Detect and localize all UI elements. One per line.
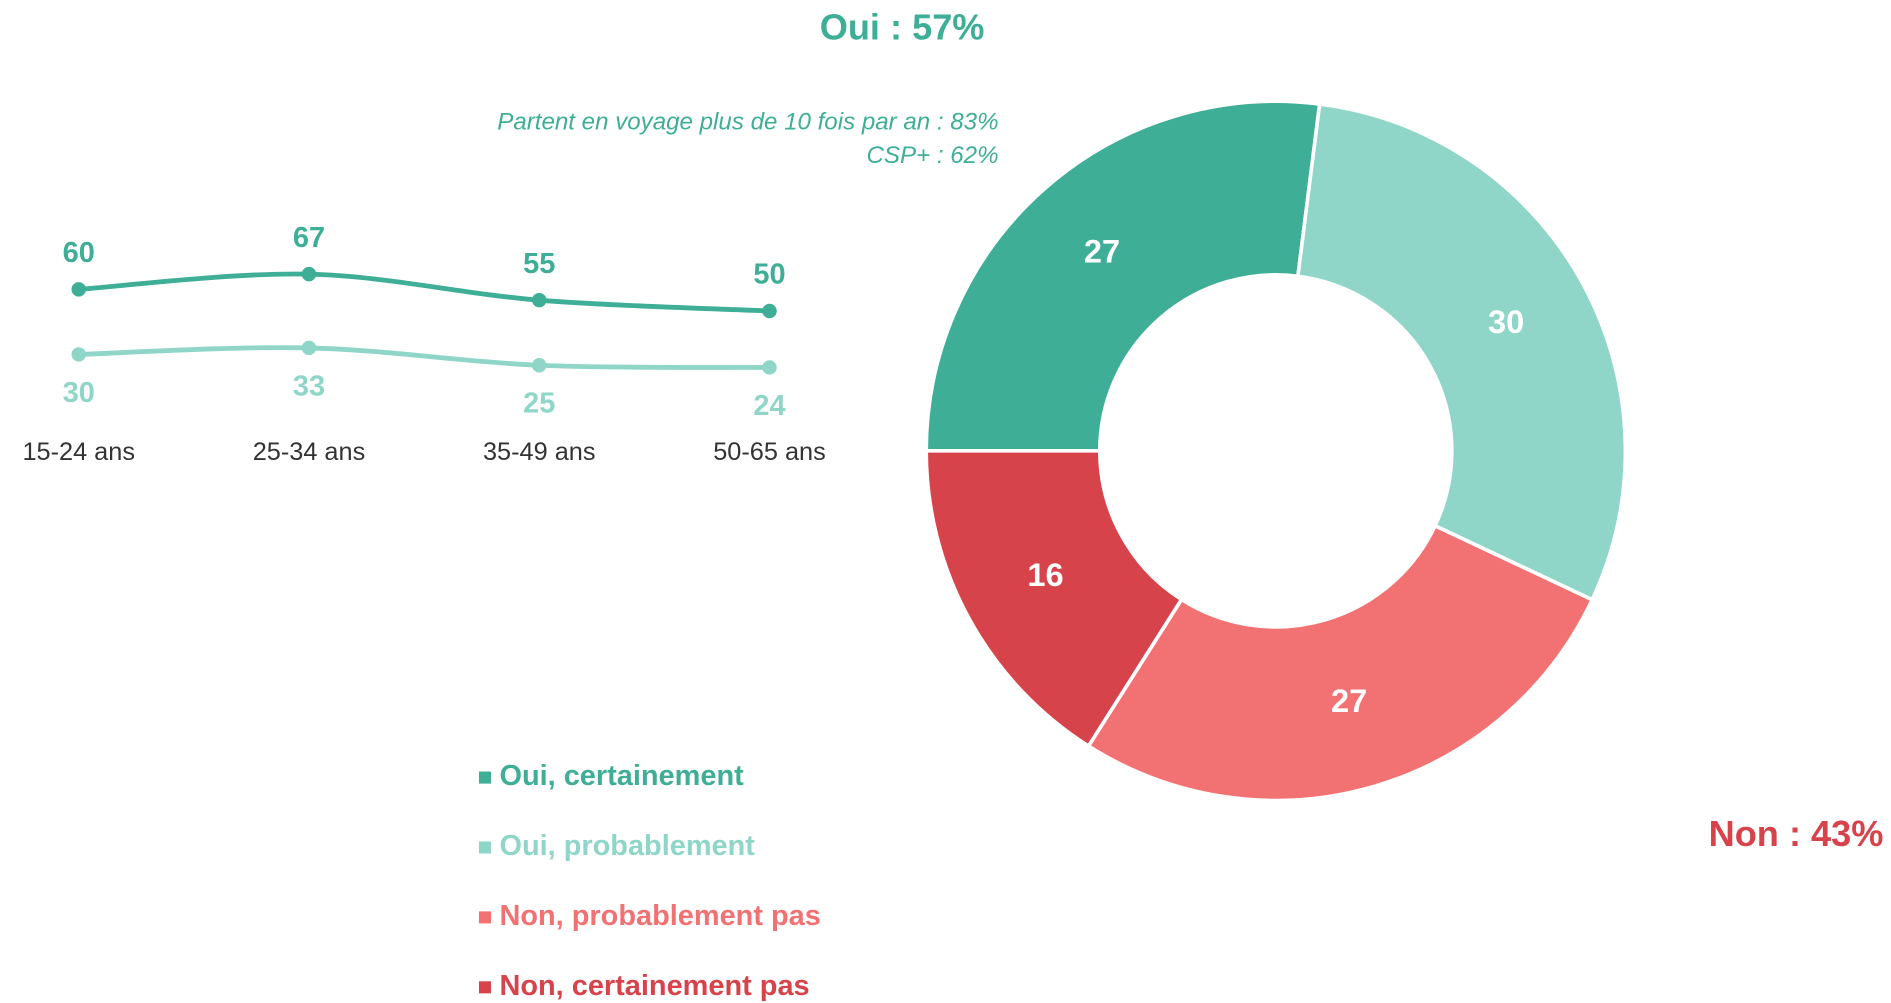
point-label: 30 [63, 377, 95, 409]
data-point [762, 360, 777, 375]
segment-label: 30 [1488, 304, 1524, 340]
segment-label: 27 [1331, 683, 1367, 719]
data-point [301, 266, 317, 282]
series-line [78, 271, 770, 314]
point-label: 60 [63, 237, 95, 269]
data-point [71, 347, 86, 362]
donut-segment [1295, 101, 1628, 603]
point-label: 33 [293, 370, 325, 402]
category-label: 15-24 ans [22, 438, 135, 466]
non-total: Non : 43% [1709, 813, 1884, 854]
legend-swatch [478, 771, 492, 784]
legend-label: Oui, certainement [499, 760, 744, 792]
legend-label: Non, certainement pas [499, 970, 809, 1002]
donut-segment [924, 99, 1322, 453]
legend-swatch [478, 981, 492, 994]
series-line [78, 345, 770, 370]
point-label: 50 [753, 259, 785, 291]
category-label: 35-49 ans [483, 438, 596, 466]
note: CSP+ : 62% [867, 142, 999, 169]
legend-label: Non, probablement pas [499, 900, 820, 932]
point-label: 24 [753, 390, 785, 422]
data-point [532, 292, 547, 308]
data-point [301, 340, 317, 356]
point-label: 67 [293, 222, 325, 254]
data-point [71, 282, 86, 297]
segment-label: 27 [1084, 233, 1120, 269]
oui-total: Oui : 57% [820, 7, 985, 48]
legend-swatch [478, 841, 492, 854]
donut-segment [1085, 523, 1595, 803]
point-label: 25 [523, 388, 555, 420]
point-label: 55 [523, 248, 555, 280]
legend-swatch [478, 911, 492, 924]
legend-label: Oui, probablement [499, 830, 755, 862]
data-point [762, 303, 777, 319]
segment-label: 16 [1027, 557, 1063, 593]
data-point [532, 358, 547, 373]
category-label: 25-34 ans [253, 438, 366, 466]
note: Partent en voyage plus de 10 fois par an… [497, 108, 998, 135]
category-label: 50-65 ans [713, 438, 826, 466]
donut-segment [924, 449, 1185, 749]
